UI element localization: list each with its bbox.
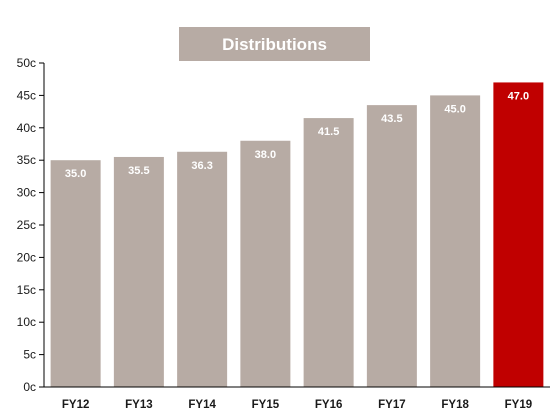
x-category-label: FY14 [188,399,216,411]
y-tick-label: 5c [23,348,36,362]
y-tick-label: 15c [17,283,36,297]
chart-title: Distributions [179,27,370,61]
bar-value-label: 35.5 [128,165,149,177]
x-category-label: FY13 [125,399,153,411]
bar-value-label: 35.0 [65,168,86,180]
x-category-label: FY18 [441,399,469,411]
y-tick-label: 10c [17,315,36,329]
bar-fy16 [303,118,354,387]
x-axis: FY12 FY13 FY14 FY15 FY16 FY17 FY18 FY19 [44,386,550,411]
y-tick-label: 20c [17,250,36,264]
bar-fy14 [177,151,228,387]
x-category-label: FY19 [505,399,533,411]
bar-value-label: 36.3 [191,160,212,172]
y-tick-label: 35c [17,153,36,167]
bar-fy19 [493,82,544,387]
y-tick-label: 0c [23,380,36,394]
y-tick-label: 40c [17,121,36,135]
y-tick-label: 30c [17,186,36,200]
bar-value-label: 38.0 [255,149,276,161]
x-category-label: FY12 [62,399,90,411]
bar-fy15 [240,140,291,387]
bar-value-label: 41.5 [318,126,339,138]
y-tick-label: 25c [17,218,36,232]
y-axis: 0c 5c 10c 15c 20c 25c 30c 35c 40c 45c 50c [17,56,45,394]
y-tick-label: 50c [17,56,36,70]
bar-fy17 [366,105,417,388]
bar-fy13 [113,156,164,387]
bar-value-label: 47.0 [508,90,529,102]
bar-fy12 [50,160,101,387]
chart-title-text: Distributions [222,35,327,54]
bar-value-label: 43.5 [381,113,402,125]
bar-value-label: 45.0 [444,103,465,115]
y-tick-label: 45c [17,88,36,102]
x-category-label: FY15 [252,399,280,411]
bar-fy18 [430,95,481,388]
chart-title-background [179,27,370,61]
x-category-label: FY16 [315,399,343,411]
bars: 35.0 35.5 36.3 38.0 41.5 43.5 45.0 47.0 [50,82,544,388]
x-category-label: FY17 [378,399,406,411]
